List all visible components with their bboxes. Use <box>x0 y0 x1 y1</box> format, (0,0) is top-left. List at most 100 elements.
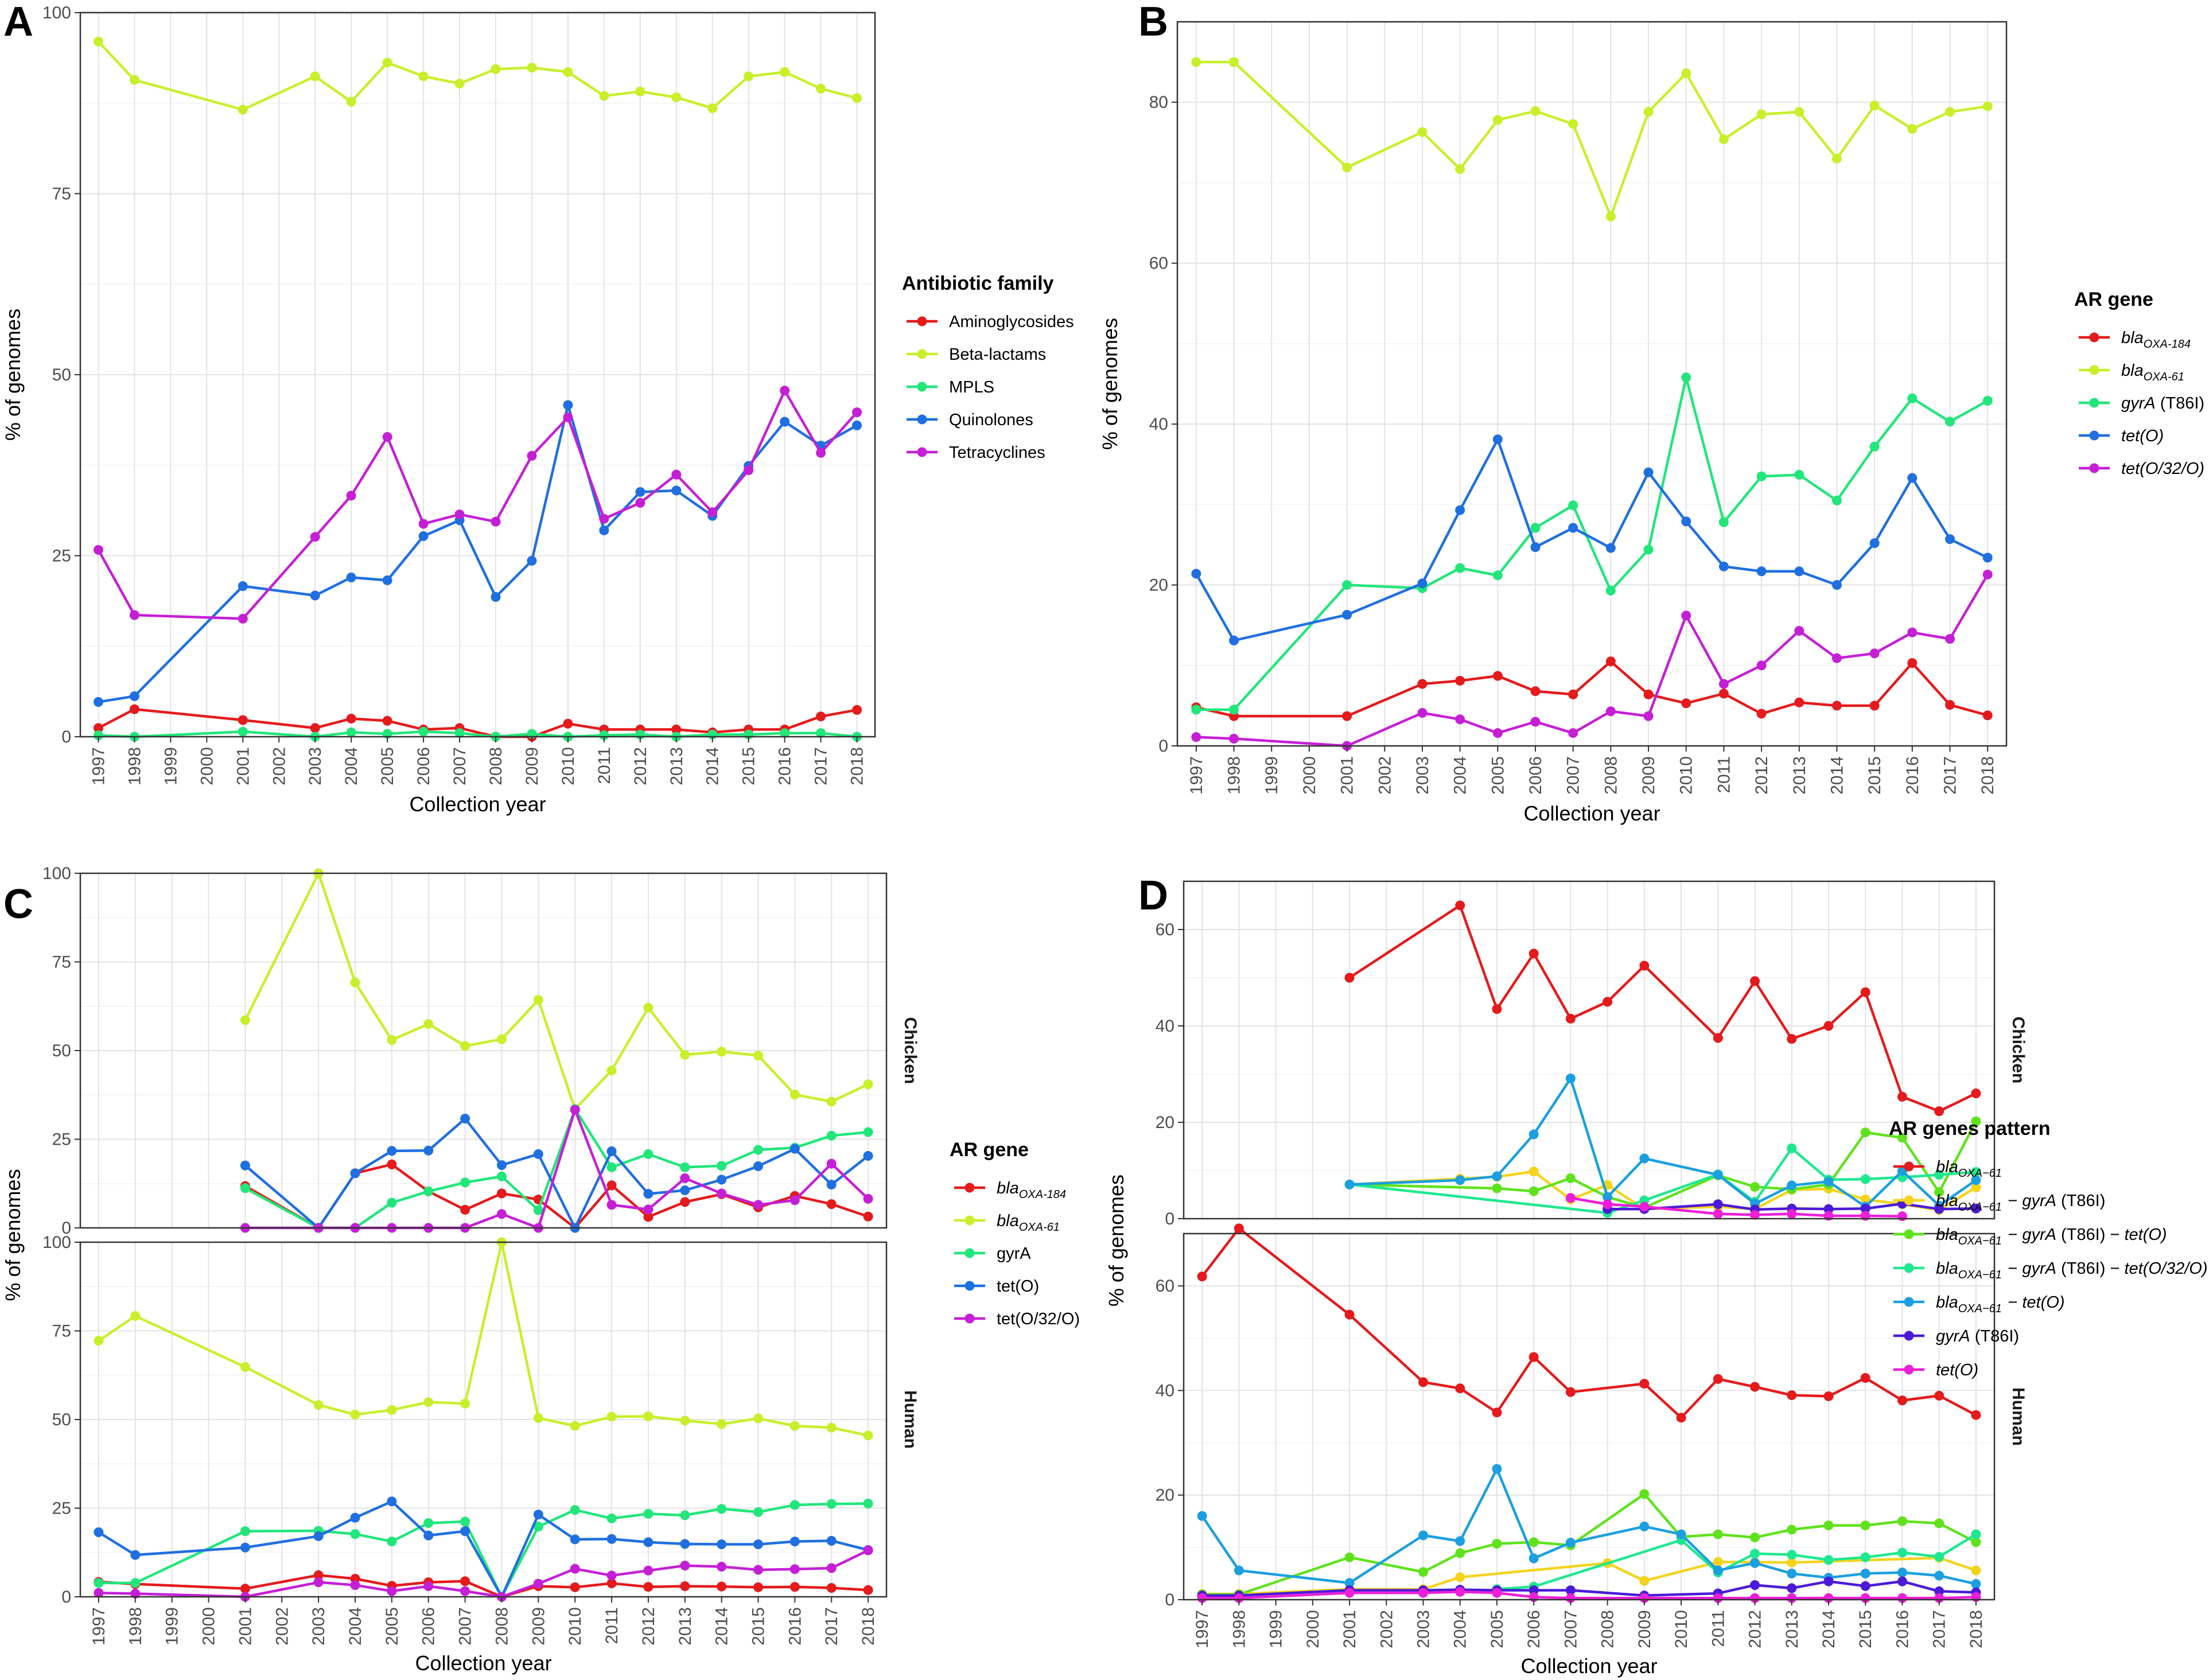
data-point <box>460 1576 470 1586</box>
data-point <box>1530 523 1541 533</box>
series-0 <box>1344 900 1981 1117</box>
x-tick-label: 2002 <box>1377 1610 1396 1648</box>
data-point <box>350 1168 360 1179</box>
data-point <box>753 1051 763 1061</box>
data-point <box>1342 162 1352 173</box>
data-point <box>1191 732 1201 742</box>
x-tick-label: 2014 <box>703 747 722 785</box>
data-point <box>1971 1182 1981 1192</box>
data-point <box>643 1204 654 1215</box>
data-point <box>753 1539 763 1550</box>
legend-marker <box>965 1313 975 1324</box>
data-point <box>1681 698 1691 709</box>
data-point <box>1568 523 1578 533</box>
data-point <box>1713 1529 1723 1539</box>
data-point <box>1639 1153 1650 1164</box>
data-point <box>238 581 248 592</box>
data-point <box>1787 1583 1797 1593</box>
y-tick-label: 100 <box>42 1233 71 1252</box>
data-point <box>1860 1581 1870 1591</box>
legend-item: blaOXA−61 − gyrA (T86I) − tet(O) <box>1893 1226 2167 1247</box>
data-point <box>1823 1576 1834 1586</box>
x-tick-label: 2006 <box>419 1607 438 1646</box>
data-point <box>1529 1553 1539 1564</box>
y-axis-title: % of genomes <box>1 1169 25 1301</box>
legend-marker <box>965 1281 975 1291</box>
legend-item: Quinolones <box>907 411 1033 429</box>
data-point <box>1342 580 1352 590</box>
legend-title: AR gene <box>950 1139 1029 1161</box>
data-point <box>496 1188 507 1199</box>
data-point <box>1639 1576 1650 1586</box>
facet-human: 0 25 50 75 100 1997 1998 1999 2000 2001 2002 2003 20… <box>42 1233 920 1646</box>
legend-marker <box>2089 398 2099 408</box>
data-point <box>313 1400 324 1410</box>
data-point <box>93 723 103 733</box>
legend-label: blaOXA-184 <box>2121 329 2192 351</box>
data-point <box>1565 1593 1576 1603</box>
x-tick-label: 2003 <box>1414 1610 1433 1648</box>
data-point <box>1455 563 1465 573</box>
data-point <box>350 977 360 987</box>
data-point <box>1492 570 1503 581</box>
data-point <box>240 1542 250 1553</box>
data-point <box>753 1145 763 1155</box>
data-point <box>753 1200 763 1210</box>
data-point <box>418 726 429 737</box>
y-tick-label: 60 <box>1156 920 1174 939</box>
data-point <box>826 1130 837 1141</box>
data-point <box>826 1535 837 1546</box>
series-4 <box>93 386 862 624</box>
y-tick-label: 0 <box>61 1588 71 1607</box>
facet-strip-label: Chicken <box>2009 1017 2028 1084</box>
data-point <box>1934 1593 1944 1603</box>
x-tick-label: 2004 <box>342 747 361 785</box>
data-point <box>1681 610 1691 621</box>
data-point <box>780 386 790 396</box>
data-point <box>643 1411 654 1421</box>
data-point <box>1982 710 1993 721</box>
y-tick-label: 20 <box>1149 576 1168 595</box>
x-tick-label: 2000 <box>1304 1610 1323 1648</box>
data-point <box>1971 1410 1981 1420</box>
x-tick-label: 2016 <box>1903 756 1922 795</box>
data-point <box>753 1507 763 1517</box>
data-point <box>1344 1309 1355 1320</box>
data-point <box>1676 1413 1686 1423</box>
data-point <box>1897 1395 1907 1406</box>
x-tick-label: 2017 <box>1940 756 1959 795</box>
data-point <box>717 1504 727 1514</box>
data-point <box>826 1180 837 1190</box>
data-point <box>382 715 392 726</box>
x-tick-label: 2006 <box>414 747 433 785</box>
legend-marker <box>1904 1263 1914 1273</box>
x-tick-label: 2013 <box>1790 756 1809 795</box>
data-point <box>387 1035 397 1045</box>
data-point <box>1197 1511 1207 1521</box>
data-point <box>606 1200 617 1210</box>
facet-human: 0 20 40 60 1997 1998 1999 2000 2001 2002 2003 2004 2… <box>1156 1223 2028 1648</box>
data-point <box>1229 705 1239 715</box>
data-point <box>1971 1565 1981 1576</box>
data-point <box>1971 1175 1981 1185</box>
x-tick-label: 1999 <box>161 747 180 785</box>
data-point <box>1860 1373 1870 1383</box>
data-point <box>527 555 537 566</box>
legend: AR genes pattern blaOXA−61 blaOXA−61 − gy… <box>1889 1118 2208 1379</box>
data-point <box>780 417 790 427</box>
data-point <box>454 510 465 520</box>
legend-label: blaOXA−61 <box>1936 1158 2003 1180</box>
data-point <box>527 450 537 461</box>
data-point <box>1869 441 1880 452</box>
legend-marker <box>2089 332 2099 343</box>
data-point <box>1492 1183 1502 1193</box>
data-point <box>387 1146 397 1156</box>
x-tick-label: 2011 <box>602 1607 621 1644</box>
data-point <box>1934 1518 1944 1529</box>
data-point <box>346 491 356 501</box>
data-point <box>643 1537 654 1547</box>
data-point <box>643 1149 654 1159</box>
data-point <box>1823 1176 1834 1187</box>
data-point <box>790 1144 800 1154</box>
legend-marker <box>917 382 927 392</box>
